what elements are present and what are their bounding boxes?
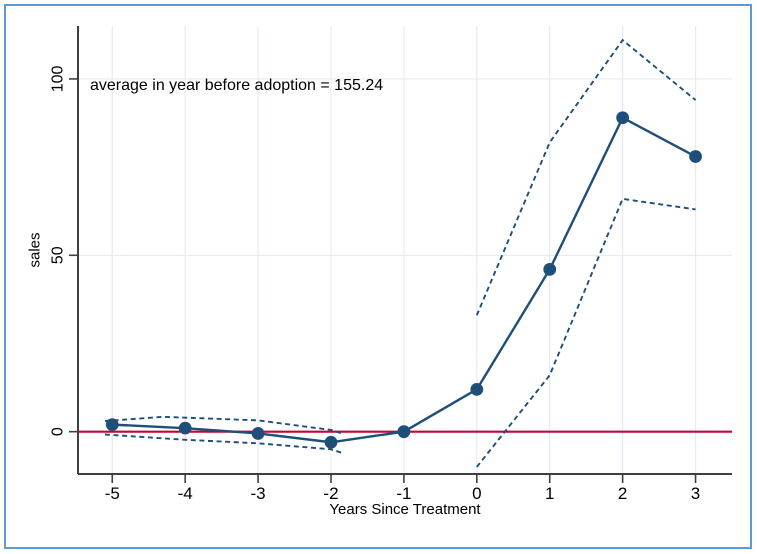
x-tick-label: -1	[396, 484, 411, 503]
x-tick-label: 0	[472, 484, 481, 503]
data-point	[397, 425, 411, 439]
data-point	[251, 427, 265, 440]
series-layer	[105, 111, 702, 449]
y-tick-label: 0	[50, 427, 67, 436]
x-tick-label: 1	[545, 484, 554, 503]
ci-upper-pre-treatment-line	[104, 415, 343, 435]
data-point	[178, 421, 192, 435]
data-point	[470, 382, 484, 396]
x-tick-label: -4	[178, 484, 193, 503]
ci-lower-pre-treatment-line	[104, 433, 343, 454]
y-tick-label: 100	[50, 65, 67, 92]
x-tick-label: -5	[105, 484, 120, 503]
x-tick-label: 2	[618, 484, 627, 503]
data-point	[689, 150, 702, 163]
data-point	[543, 263, 557, 276]
x-axis-title: Years Since Treatment	[329, 501, 481, 518]
y-axis-title: sales	[26, 232, 43, 267]
tick-labels: 0 50 100 -5 -4 -3 -2 -1 0 1 2 3	[50, 65, 701, 503]
x-tick-label: 3	[691, 484, 700, 503]
confidence-interval-layer	[104, 38, 697, 468]
ci-lower-post-treatment-line	[476, 197, 696, 468]
annotation-text: average in year before adoption = 155.24	[90, 77, 383, 94]
data-point	[105, 418, 119, 432]
data-point	[324, 435, 338, 449]
data-point	[616, 111, 630, 125]
y-tick-label: 50	[50, 246, 67, 264]
x-tick-label: -3	[251, 484, 266, 503]
ci-upper-post-treatment-line	[475, 38, 697, 316]
x-tick-label: -2	[323, 484, 338, 503]
